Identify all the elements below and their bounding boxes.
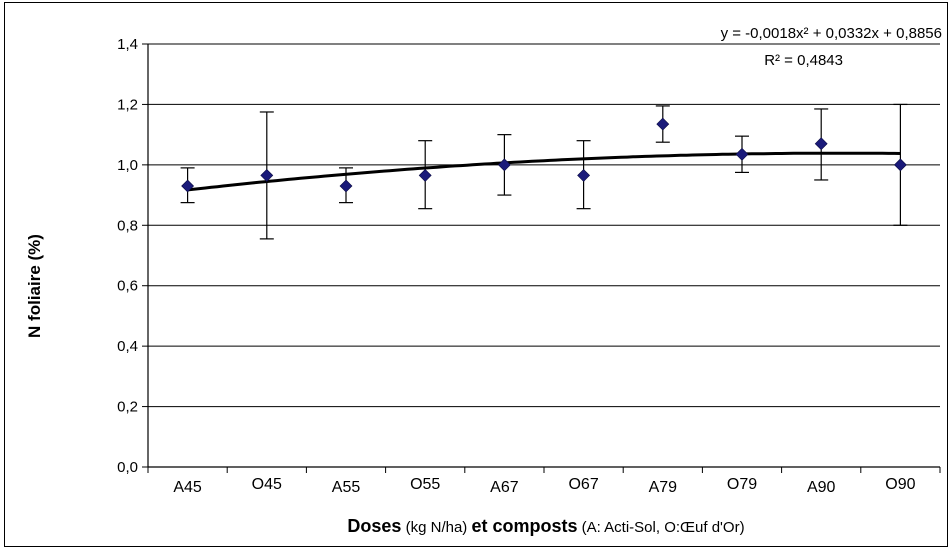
trendline-group xyxy=(188,153,901,190)
data-point xyxy=(815,138,827,150)
y-tick-label: 0,4 xyxy=(117,338,138,355)
x-axis-label-part4: (A: Acti-Sol, O:Œuf d'Or) xyxy=(578,519,745,536)
x-tick-label: A90 xyxy=(807,479,836,496)
x-tick-labels: A45 O45 A55 O55 A67 O67 A79 O79 A90 O90 xyxy=(173,476,915,496)
x-axis-label-part3: et composts xyxy=(471,516,577,536)
y-tick-label: 0,2 xyxy=(117,399,138,416)
trendline xyxy=(188,153,901,190)
x-tick-label: O79 xyxy=(727,476,757,493)
y-tick-label: 1,2 xyxy=(117,96,138,113)
x-tick-label: A79 xyxy=(649,479,678,496)
error-bars xyxy=(181,104,908,238)
x-tick-label: O67 xyxy=(568,476,598,493)
x-axis-label: Doses (kg N/ha) et composts (A: Acti-Sol… xyxy=(347,516,744,536)
y-tick-label: 1,4 xyxy=(117,36,138,53)
data-point xyxy=(340,180,352,192)
x-tick-label: O90 xyxy=(885,476,915,493)
x-axis-label-part2: (kg N/ha) xyxy=(401,519,471,536)
y-tick-labels: 0,0 0,2 0,4 0,6 0,8 1,0 1,2 1,4 xyxy=(117,36,138,476)
trendline-equation: y = -0,0018x² + 0,0332x + 0,8856 xyxy=(721,25,942,42)
x-tick-label: A55 xyxy=(332,479,361,496)
y-tick-label: 0,6 xyxy=(117,278,138,295)
data-point xyxy=(419,169,431,181)
y-tick-label: 1,0 xyxy=(117,157,138,174)
y-tick-label: 0,8 xyxy=(117,217,138,234)
data-point xyxy=(894,159,906,171)
data-point xyxy=(657,118,669,130)
x-tick-label: A67 xyxy=(490,479,519,496)
trendline-r2: R² = 0,4843 xyxy=(764,52,843,69)
y-tick-label: 0,0 xyxy=(117,459,138,476)
x-tick-label: O55 xyxy=(410,476,440,493)
data-point xyxy=(578,169,590,181)
y-axis-label: N foliaire (%) xyxy=(25,234,44,338)
data-point xyxy=(736,148,748,160)
data-points xyxy=(182,118,907,192)
x-tick-label: A45 xyxy=(173,479,202,496)
x-tick-label: O45 xyxy=(252,476,282,493)
axes xyxy=(142,44,940,473)
data-point xyxy=(498,159,510,171)
x-axis-label-part1: Doses xyxy=(347,516,401,536)
